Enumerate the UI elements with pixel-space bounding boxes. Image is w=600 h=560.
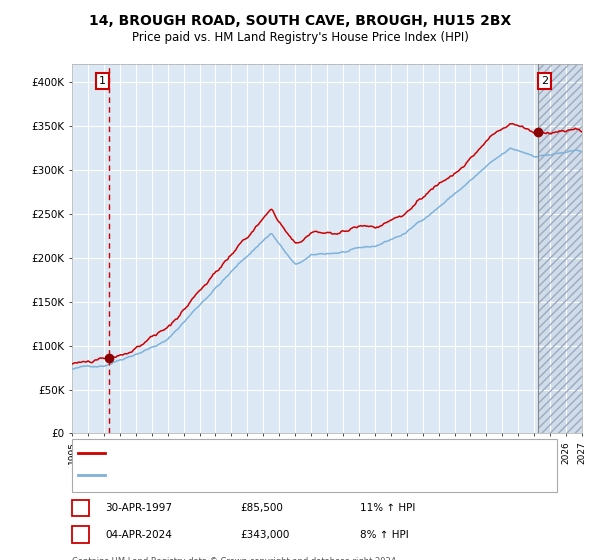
Text: HPI: Average price, detached house, East Riding of Yorkshire: HPI: Average price, detached house, East…	[109, 470, 411, 480]
Text: £85,500: £85,500	[240, 503, 283, 513]
Text: 04-APR-2024: 04-APR-2024	[105, 530, 172, 540]
Text: 1: 1	[99, 76, 106, 86]
Text: 14, BROUGH ROAD, SOUTH CAVE, BROUGH, HU15 2BX: 14, BROUGH ROAD, SOUTH CAVE, BROUGH, HU1…	[89, 14, 511, 28]
Text: 14, BROUGH ROAD, SOUTH CAVE, BROUGH, HU15 2BX (detached house): 14, BROUGH ROAD, SOUTH CAVE, BROUGH, HU1…	[109, 448, 473, 458]
Text: Price paid vs. HM Land Registry's House Price Index (HPI): Price paid vs. HM Land Registry's House …	[131, 31, 469, 44]
Bar	[538, 64, 582, 433]
Text: 8% ↑ HPI: 8% ↑ HPI	[360, 530, 409, 540]
Text: 2: 2	[541, 76, 548, 86]
Text: 1: 1	[77, 503, 84, 513]
Text: 2: 2	[77, 530, 84, 540]
Bar	[538, 64, 582, 433]
Text: 11% ↑ HPI: 11% ↑ HPI	[360, 503, 415, 513]
Text: 30-APR-1997: 30-APR-1997	[105, 503, 172, 513]
Text: Contains HM Land Registry data © Crown copyright and database right 2024.: Contains HM Land Registry data © Crown c…	[72, 557, 398, 560]
Text: £343,000: £343,000	[240, 530, 289, 540]
